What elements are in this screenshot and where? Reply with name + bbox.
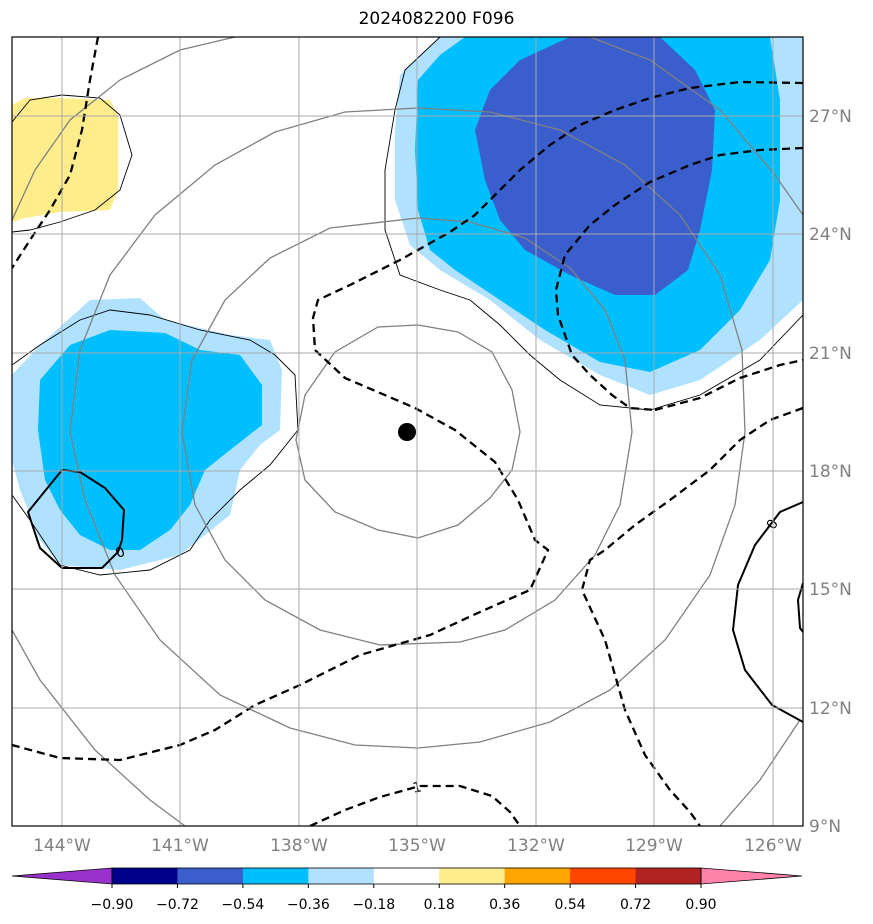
colorbar-extend-left [11,867,113,885]
colorbar-segment [308,868,375,884]
solid-contours [26,468,803,723]
colorbar-segment [177,868,244,884]
graticule [12,37,803,826]
lon-tick-label: 129°W [625,836,683,856]
colorbar: −0.90 −0.72 −0.54 −0.36 −0.18 0.18 0.36 0.54 0.7… [11,867,803,913]
colorbar-tick-label: −0.18 [352,897,395,913]
lat-tick-label: 27°N [809,107,852,127]
lat-tick-label: 24°N [809,225,852,245]
anomaly-shading [12,37,803,570]
lon-tick-label: 144°W [33,836,91,856]
colorbar-segment [112,868,178,884]
storm-center-marker [398,423,416,441]
colorbar-segment [504,868,571,884]
lat-tick-label: 12°N [809,699,852,719]
colorbar-segment [242,868,309,884]
longitude-axis: 144°W 141°W 138°W 135°W 132°W 129°W 126°… [33,836,802,856]
colorbar-segment [570,868,637,884]
lat-tick-label: 18°N [809,462,852,482]
contour-labels: 0 0 1 [113,517,782,797]
colorbar-tick-label: 0.90 [685,897,716,913]
map-plot-area: 0 0 1 [12,37,803,826]
colorbar-segment [635,868,702,884]
lat-tick-label: 9°N [809,817,841,837]
colorbar-tick-label: −0.90 [91,897,134,913]
positive-anomaly-patch [12,98,118,222]
colorbar-segment [373,868,440,884]
colorbar-tick-label: 0.36 [489,897,520,913]
colorbar-extend-right [700,867,803,885]
negative-anomaly-patch-ne-core [475,37,715,295]
colorbar-segment [439,868,506,884]
lon-tick-label: 141°W [151,836,209,856]
colorbar-tick-label: 0.54 [555,897,586,913]
dashed-contours [12,37,803,826]
colorbar-tick-label: −0.54 [221,897,264,913]
colorbar-tick-label: 0.18 [424,897,455,913]
colorbar-tick-label: −0.36 [287,897,330,913]
lon-tick-label: 126°W [744,836,802,856]
lon-tick-label: 132°W [507,836,565,856]
lat-tick-label: 15°N [809,580,852,600]
colorbar-tick-label: −0.72 [156,897,199,913]
map-title: 2024082200 F096 [358,9,515,29]
gray-concentric-contours [12,37,803,826]
latitude-axis: 27°N 24°N 21°N 18°N 15°N 12°N 9°N [809,107,852,837]
lon-tick-label: 135°W [388,836,446,856]
lat-tick-label: 21°N [809,344,852,364]
colorbar-frame [111,867,702,885]
lon-tick-label: 138°W [270,836,328,856]
map-frame [11,36,804,827]
colorbar-tick-label: 0.72 [620,897,651,913]
negative-anomaly-patch-w-core [38,330,262,550]
